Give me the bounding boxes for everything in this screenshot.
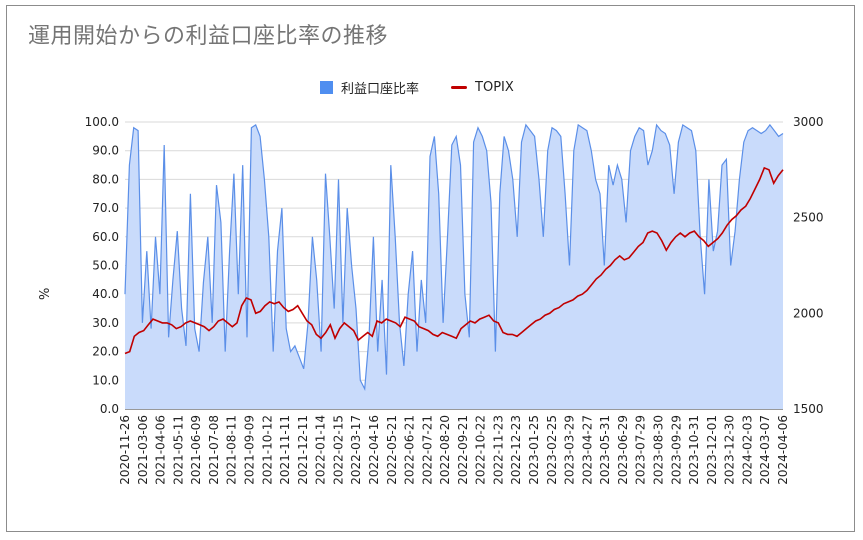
x-tick-label: 2022-08-20: [438, 415, 452, 485]
x-tick-label: 2022-09-21: [456, 415, 470, 485]
legend-swatch-topix: [451, 86, 468, 89]
y-tick-left: 80.0: [92, 172, 119, 186]
x-tick-label: 2023-05-31: [598, 415, 612, 485]
x-tick-label: 2024-03-07: [758, 415, 772, 485]
x-tick-label: 2021-03-06: [136, 415, 150, 485]
y-tick-left: 20.0: [92, 345, 119, 359]
x-tick-label: 2023-04-27: [580, 415, 594, 485]
x-tick-label: 2021-09-09: [242, 415, 256, 485]
x-tick-label: 2023-10-31: [687, 415, 701, 485]
legend-label-ratio: 利益口座比率: [341, 82, 420, 97]
y-tick-right: 1500: [793, 402, 824, 416]
x-tick-label: 2023-07-29: [634, 415, 648, 485]
x-tick-label: 2021-08-11: [225, 415, 239, 485]
x-tick-label: 2022-02-15: [331, 415, 345, 485]
x-tick-label: 2021-05-11: [171, 415, 185, 485]
y-tick-left: 100.0: [85, 115, 119, 129]
y-tick-right: 2500: [793, 211, 824, 225]
ratio-area: [125, 124, 783, 410]
x-tick-label: 2021-04-06: [154, 415, 168, 485]
x-tick-label: 2024-04-06: [776, 415, 790, 485]
x-tick-label: 2023-06-29: [616, 415, 630, 485]
y-tick-right: 2000: [793, 306, 824, 320]
y-tick-left: 10.0: [92, 373, 119, 387]
x-tick-label: 2023-01-25: [527, 415, 541, 485]
x-tick-label: 2020-11-26: [118, 415, 132, 485]
y-tick-left: 60.0: [92, 230, 119, 244]
y-tick-left: 50.0: [92, 259, 119, 273]
x-tick-label: 2023-03-29: [563, 415, 577, 485]
x-tick-label: 2023-12-01: [705, 415, 719, 485]
chart-legend: 利益口座比率 TOPIX: [320, 78, 514, 97]
ratio-line: [124, 123, 784, 392]
y-tick-left: 30.0: [92, 316, 119, 330]
x-tick-label: 2022-10-22: [474, 415, 488, 485]
x-tick-label: 2022-04-16: [367, 415, 381, 485]
y-tick-left: 40.0: [92, 287, 119, 301]
y-tick-right: 3000: [793, 115, 824, 129]
y-tick-left: 70.0: [92, 201, 119, 215]
x-tick-label: 2021-07-08: [207, 415, 221, 485]
x-tick-label: 2024-02-03: [740, 415, 754, 485]
legend-swatch-ratio: [320, 81, 333, 94]
x-tick-label: 2021-12-11: [296, 415, 310, 485]
x-tick-label: 2021-06-09: [189, 415, 203, 485]
x-tick-label: 2023-02-25: [545, 415, 559, 485]
y-tick-left: 0.0: [100, 402, 119, 416]
x-tick-label: 2023-08-30: [652, 415, 666, 485]
topix-line: [124, 166, 784, 355]
x-tick-label: 2021-11-11: [278, 415, 292, 485]
x-tick-label: 2022-07-21: [420, 415, 434, 485]
x-tick-label: 2022-03-17: [349, 415, 363, 485]
y-tick-left: 90.0: [92, 144, 119, 158]
x-tick-label: 2022-12-23: [509, 415, 523, 485]
x-tick-label: 2022-01-14: [314, 415, 328, 485]
x-tick-label: 2022-05-21: [385, 415, 399, 485]
x-tick-label: 2022-06-21: [403, 415, 417, 485]
x-tick-label: 2021-10-12: [260, 415, 274, 485]
x-tick-label: 2022-11-23: [491, 415, 505, 485]
x-tick-label: 2023-12-30: [723, 415, 737, 485]
x-tick-label: 2023-09-29: [669, 415, 683, 485]
chart-title: 運用開始からの利益口座比率の推移: [28, 24, 389, 49]
legend-label-topix: TOPIX: [475, 80, 514, 95]
